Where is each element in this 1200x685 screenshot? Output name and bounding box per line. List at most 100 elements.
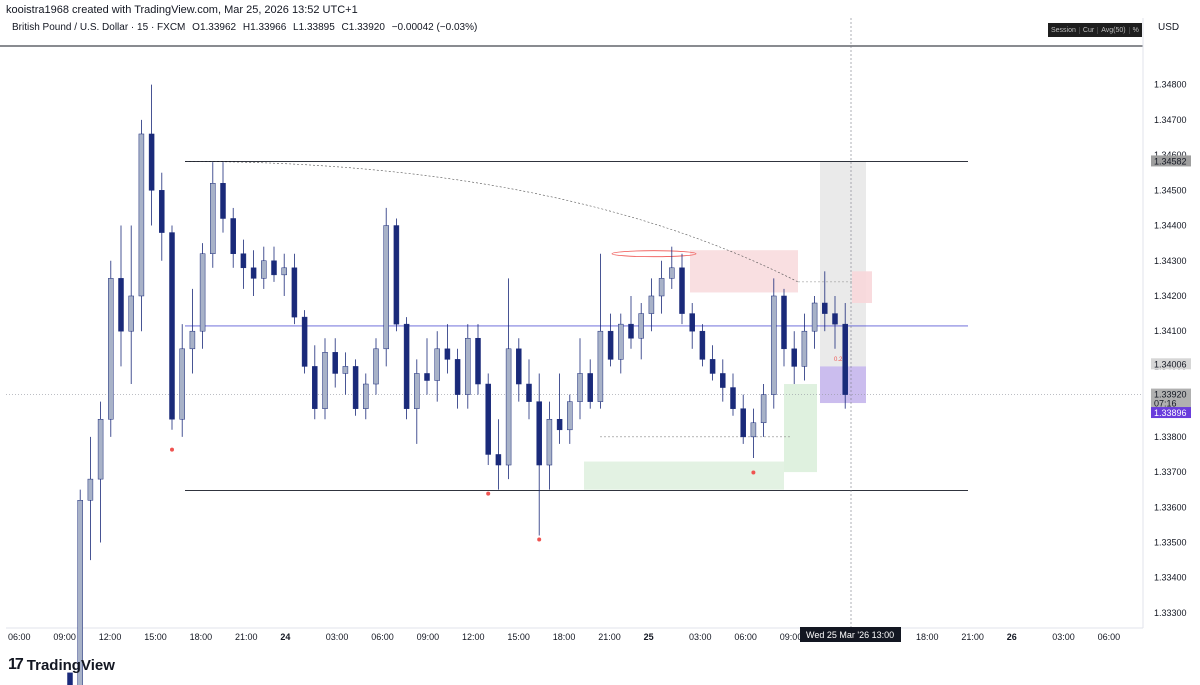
candle-body-28: [352, 366, 359, 409]
price-tick-label: 1.34500: [1154, 185, 1187, 195]
open-value: O1.33962: [192, 22, 237, 33]
highlight-ellipse: [611, 250, 697, 258]
toolbar-cur[interactable]: Cur: [1080, 26, 1099, 34]
candle-body-50: [577, 373, 583, 402]
candle-body-48: [556, 418, 563, 431]
time-tick-label: 15:00: [144, 632, 167, 642]
candle-body-22: [291, 267, 298, 318]
price-tag-label-2: 1.33920: [1154, 390, 1187, 400]
toolbar-avg[interactable]: Avg(50): [1098, 26, 1130, 34]
time-tick-label: 06:00: [371, 632, 394, 642]
time-tick-label: 25: [644, 632, 654, 642]
candle-body-0: [67, 672, 73, 685]
price-axis[interactable]: 1.34800 1.34700 1.34600 1.34500 1.34400 1.343…: [1154, 80, 1187, 618]
candle-body-58: [658, 278, 665, 297]
candle-body-3: [97, 418, 104, 480]
time-tick-label: 03:00: [326, 632, 349, 642]
candle-body-18: [250, 267, 257, 279]
time-tick-label: 26: [1007, 632, 1017, 642]
candle-body-76: [842, 323, 848, 395]
candle-body-19: [261, 260, 267, 279]
price-tick-label: 1.34700: [1154, 115, 1187, 125]
toolbar-session[interactable]: Session: [1048, 26, 1080, 34]
candle-body-69: [771, 295, 777, 395]
time-tick-label: 03:00: [1052, 632, 1075, 642]
candle-body-54: [618, 323, 624, 360]
time-tick-label: 21:00: [598, 632, 621, 642]
candle-body-12: [189, 330, 196, 350]
time-tick-label: 21:00: [961, 632, 984, 642]
time-tick-label: 03:00: [689, 632, 712, 642]
candle-body-36: [434, 348, 440, 381]
candle-body-16: [230, 218, 236, 254]
candle-body-53: [607, 330, 614, 360]
brand-name: TradingView: [26, 656, 115, 674]
price-tag-label-0: 1.34582: [1154, 156, 1187, 166]
price-tick-label: 1.33300: [1154, 608, 1187, 618]
curve-projection: [184, 161, 799, 283]
time-tick-label: 18:00: [190, 632, 213, 642]
price-scale-toolbar[interactable]: Session Cur Avg(50) %: [1048, 23, 1142, 37]
stop-zone: [852, 271, 872, 304]
candle-body-51: [587, 373, 593, 402]
candle-body-61: [689, 313, 695, 332]
price-tag-bg-1: [1151, 358, 1191, 370]
low-value: L1.33895: [293, 22, 335, 33]
candle-body-72: [801, 330, 808, 367]
candle-body-26: [332, 352, 338, 374]
price-tag-label-3: 1.33896: [1154, 408, 1187, 418]
candle-body-47: [546, 418, 553, 466]
candle-body-25: [322, 352, 328, 409]
candle-body-45: [526, 383, 532, 402]
price-tick-label: 1.34800: [1154, 80, 1187, 90]
price-tag-bg-2: [1151, 388, 1191, 409]
time-tick-label: 09:00: [417, 632, 440, 642]
price-tick-label: 1.34300: [1154, 256, 1187, 266]
candle-body-49: [567, 401, 573, 431]
high-value: H1.33966: [242, 22, 287, 33]
toolbar-percent[interactable]: %: [1132, 26, 1139, 34]
price-tick-label: 1.34200: [1154, 291, 1187, 301]
demand-zone-small: [784, 384, 817, 473]
time-tick-label: 18:00: [553, 632, 576, 642]
price-tick-label: 1.34100: [1154, 326, 1187, 336]
time-tick-label: 06:00: [734, 632, 757, 642]
candle-body-32: [393, 225, 400, 325]
candle-body-9: [159, 190, 165, 233]
candle-body-20: [271, 260, 277, 276]
currency-label[interactable]: USD: [1158, 22, 1180, 33]
candle-body-21: [281, 267, 287, 276]
candle-body-56: [638, 313, 644, 339]
time-tick-label: 09:00: [780, 632, 803, 642]
candle-body-24: [312, 366, 318, 409]
candle-body-63: [709, 359, 716, 374]
candle-body-33: [403, 323, 410, 409]
price-tag-bg-3: [1151, 407, 1191, 419]
time-tick-label: 12:00: [99, 632, 122, 642]
change-value: −0.00042 (−0.03%): [391, 22, 478, 33]
candle-body-2: [87, 478, 94, 501]
price-tick-label: 1.34600: [1154, 150, 1187, 160]
symbol-name: British Pound / U.S. Dollar · 15 · FXCM: [12, 22, 186, 33]
time-axis[interactable]: 06:00 09:00 12:00 15:00 18:00 21:00 24 03:00 06:…: [8, 627, 1120, 642]
candle-body-15: [220, 183, 226, 219]
levels-layer: [6, 18, 1143, 628]
tradingview-brand[interactable]: 17 TradingView: [8, 656, 115, 674]
candle-body-60: [679, 267, 685, 314]
price-tick-label: 1.33400: [1154, 573, 1187, 583]
candle-body-55: [628, 323, 634, 339]
candle-body-35: [424, 373, 430, 381]
price-tick-label: 1.33600: [1154, 502, 1187, 512]
candle-body-31: [383, 225, 389, 350]
markers-layer: [170, 447, 756, 542]
candle-body-59: [669, 267, 675, 279]
candle-body-6: [128, 295, 134, 332]
chart-caption: kooistra1968 created with TradingView.co…: [6, 4, 358, 16]
candle-body-27: [342, 366, 349, 374]
candle-body-38: [454, 359, 461, 395]
candle-body-34: [414, 373, 420, 409]
candle-body-71: [791, 348, 797, 367]
candle-body-70: [781, 295, 787, 350]
